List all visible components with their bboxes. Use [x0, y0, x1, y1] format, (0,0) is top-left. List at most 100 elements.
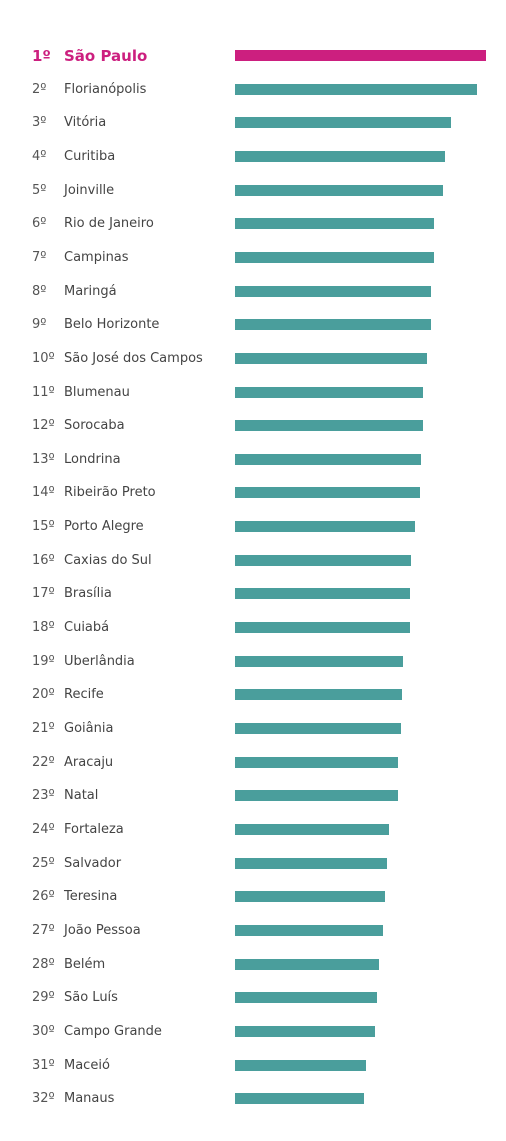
rank-label: 11º: [32, 384, 55, 400]
city-label: Manaus: [64, 1091, 115, 1107]
ranking-row: 22º Aracaju: [0, 746, 506, 780]
city-label: Campo Grande: [64, 1023, 162, 1039]
rank-label: 23º: [32, 788, 55, 804]
rank-label: 6º: [32, 216, 47, 232]
rank-label: 29º: [32, 990, 55, 1006]
city-label: Joinville: [64, 182, 115, 198]
city-label: Belém: [64, 956, 106, 972]
ranking-bar: [235, 891, 386, 903]
ranking-bar: [235, 386, 423, 398]
city-label: Caxias do Sul: [64, 552, 152, 568]
city-label: Uberlândia: [64, 653, 135, 669]
ranking-bar: [235, 50, 486, 61]
ranking-bar: [235, 689, 402, 701]
city-label: Cuiabá: [64, 620, 110, 636]
ranking-bar: [235, 958, 380, 970]
ranking-bar: [235, 251, 435, 263]
ranking-row: 25º Salvador: [0, 847, 506, 881]
ranking-bar: [235, 150, 446, 162]
rank-label: 25º: [32, 855, 55, 871]
ranking-row: 17º Brasília: [0, 577, 506, 611]
ranking-row: 3º Vitória: [0, 106, 506, 140]
ranking-bar: [235, 453, 421, 465]
ranking-row: 26º Teresina: [0, 880, 506, 914]
city-label: Blumenau: [64, 384, 130, 400]
ranking-bar: [235, 1025, 376, 1037]
ranking-row: 28º Belém: [0, 948, 506, 982]
ranking-row: 13º Londrina: [0, 443, 506, 477]
ranking-bar: [235, 487, 420, 499]
city-label: Natal: [64, 788, 99, 804]
rank-label: 28º: [32, 956, 55, 972]
ranking-bar: [235, 1093, 364, 1105]
ranking-bar: [235, 723, 401, 734]
rank-label: 20º: [32, 687, 55, 703]
ranking-bar: [235, 1059, 367, 1071]
ranking-row: 12º Sorocaba: [0, 409, 506, 443]
ranking-row: 31º Maceió: [0, 1049, 506, 1083]
ranking-row: 9º Belo Horizonte: [0, 308, 506, 342]
ranking-row: 27º João Pessoa: [0, 914, 506, 948]
rank-label: 4º: [32, 148, 47, 164]
ranking-row: 19º Uberlândia: [0, 645, 506, 679]
ranking-row: 6º Rio de Janeiro: [0, 207, 506, 241]
rank-label: 30º: [32, 1023, 55, 1039]
rank-label: 21º: [32, 721, 55, 736]
ranking-bar: [235, 823, 390, 835]
ranking-bar: [235, 756, 398, 768]
ranking-row: 10º São José dos Campos: [0, 342, 506, 376]
rank-label: 24º: [32, 821, 55, 837]
ranking-bar: [235, 992, 378, 1004]
ranking-bar: [235, 83, 477, 95]
ranking-bar: [235, 924, 384, 936]
ranking-bar: [235, 117, 452, 129]
rank-label: 3º: [32, 115, 47, 131]
ranking-row: 20º Recife: [0, 678, 506, 712]
rank-label: 8º: [32, 283, 47, 299]
ranking-bar: [235, 655, 403, 667]
ranking-bar: [235, 420, 423, 432]
city-label: São José dos Campos: [64, 350, 203, 366]
ranking-bar: [235, 554, 411, 566]
rank-label: 15º: [32, 519, 55, 535]
rank-label: 14º: [32, 485, 55, 501]
rank-label: 12º: [32, 418, 55, 434]
rank-label: 32º: [32, 1091, 55, 1107]
ranking-row: 11º Blumenau: [0, 376, 506, 410]
rank-label: 7º: [32, 249, 47, 265]
city-label: Rio de Janeiro: [64, 216, 154, 232]
city-label: Londrina: [64, 451, 121, 467]
city-label: Brasília: [64, 586, 112, 602]
ranking-row: 1º São Paulo: [0, 39, 506, 73]
rank-label: 10º: [32, 350, 55, 366]
rank-label: 2º: [32, 81, 47, 97]
ranking-row: 8º Maringá: [0, 275, 506, 309]
rank-label: 19º: [32, 653, 55, 669]
ranking-row: 2º Florianópolis: [0, 73, 506, 107]
ranking-row: 18º Cuiabá: [0, 611, 506, 645]
ranking-bar: [235, 319, 432, 331]
city-label: São Luís: [64, 990, 118, 1006]
city-label: Fortaleza: [64, 821, 124, 837]
city-label: Salvador: [64, 855, 122, 871]
ranking-row: 23º Natal: [0, 779, 506, 813]
city-label: Campinas: [64, 249, 129, 265]
ranking-row: 5º Joinville: [0, 174, 506, 208]
ranking-row: 24º Fortaleza: [0, 813, 506, 847]
city-label: Goiânia: [64, 721, 114, 736]
ranking-bar: [235, 790, 398, 802]
city-label: Vitória: [64, 115, 107, 131]
ranking-row: 30º Campo Grande: [0, 1015, 506, 1049]
city-label: Recife: [64, 687, 104, 703]
rank-label: 31º: [32, 1057, 55, 1073]
rank-label: 13º: [32, 451, 55, 467]
rank-label: 18º: [32, 620, 55, 636]
rank-label: 16º: [32, 552, 55, 568]
ranking-row: 16º Caxias do Sul: [0, 544, 506, 578]
ranking-row: 32º Manaus: [0, 1082, 506, 1116]
ranking-bar: [235, 184, 444, 196]
city-label: João Pessoa: [64, 922, 141, 938]
ranking-bar: [235, 857, 388, 869]
rank-label: 9º: [32, 317, 47, 333]
